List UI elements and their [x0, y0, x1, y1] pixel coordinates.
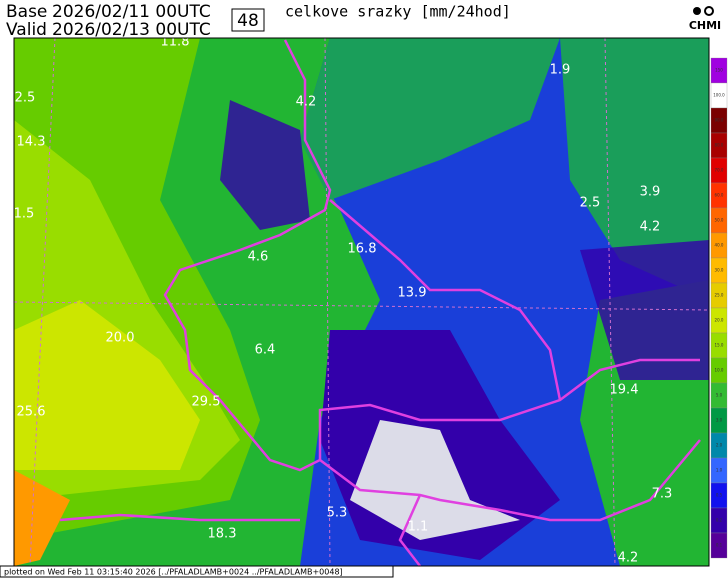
legend-label: 0.1 [716, 543, 723, 548]
rain-area [580, 240, 709, 380]
map-label: 1.5 [14, 207, 35, 222]
footer-box [0, 565, 394, 578]
legend-label: 1.0 [716, 468, 723, 473]
legend-label: 2.0 [716, 443, 723, 448]
map-label: 4.2 [640, 220, 661, 235]
base-time: 2026/02/11 00UTC [52, 2, 211, 22]
rain-area [14, 470, 70, 566]
map-label: 20.0 [106, 331, 135, 346]
map-label: 2.5 [15, 91, 36, 106]
map-labels: 11.8 2.5 14.3 1.5 20.0 25.6 4.2 4.6 16.8 13.9 6.4 2… [14, 35, 673, 566]
title: celkove srazky [mm/24hod] [285, 3, 511, 21]
logo: CHMI [689, 19, 721, 32]
rain-area [560, 38, 709, 300]
valid-time: 2026/02/13 00UTC [52, 20, 211, 40]
legend-label: 50.0 [715, 218, 724, 223]
rain-area [350, 420, 520, 540]
lead-box [231, 8, 265, 32]
legend-label: 25.0 [715, 293, 724, 298]
map-label: 7.3 [652, 487, 673, 502]
rain-area [300, 38, 560, 200]
legend-label: 0.2 [716, 518, 723, 523]
lead-time: 48 [237, 11, 259, 31]
rain-area [220, 100, 310, 230]
map-label: 11.8 [161, 35, 190, 50]
map-label: 19.4 [610, 383, 639, 398]
map-label: 1.1 [408, 520, 429, 535]
map-label: 6.4 [255, 343, 276, 358]
legend-label: 15.0 [715, 343, 724, 348]
legend-label: 5.0 [716, 393, 723, 398]
base-label: Base [6, 2, 47, 22]
rain-area [14, 300, 200, 470]
graticule [13, 37, 710, 567]
map-label: 13.9 [398, 286, 427, 301]
map-label: 29.5 [192, 395, 221, 410]
valid-label: Valid [6, 20, 47, 40]
logo-dot [704, 6, 714, 16]
legend-label: 70.0 [715, 168, 724, 173]
legend-label: 80.0 [715, 143, 724, 148]
map: 11.8 2.5 14.3 1.5 20.0 25.6 4.2 4.6 16.8 13.9 6.4 2… [13, 35, 710, 567]
legend-label: 150 [715, 68, 723, 73]
logo-dot [693, 7, 701, 15]
legend-label: 20.0 [715, 318, 724, 323]
legend-label: 0.5 [716, 493, 723, 498]
legend-label: 30.0 [715, 268, 724, 273]
legend-label: 60.0 [715, 193, 724, 198]
map-label: 14.3 [17, 135, 46, 150]
legend: 150 100.0 90.0 80.0 70.0 60.0 50.0 40.0 30.0 25.0… [710, 57, 728, 559]
map-label: 3.9 [640, 185, 661, 200]
map-label: 4.2 [618, 551, 639, 566]
footer: plotted on Wed Feb 11 03:15:40 2026 [../… [4, 568, 343, 577]
map-label: 2.5 [580, 196, 601, 211]
legend-label: 10.0 [715, 368, 724, 373]
map-label: 25.6 [17, 405, 46, 420]
map-label: 18.3 [208, 527, 237, 542]
legend-label: 3.0 [716, 418, 723, 423]
legend-label: 40.0 [715, 243, 724, 248]
map-label: 5.3 [327, 506, 348, 521]
map-label: 4.2 [296, 95, 317, 110]
map-label: 1.9 [550, 63, 571, 78]
legend-label: 90.0 [715, 118, 724, 123]
border [59, 39, 701, 567]
map-label: 4.6 [248, 250, 269, 265]
legend-label: 100.0 [713, 93, 725, 98]
legend-swatch [710, 532, 728, 559]
map-label: 16.8 [348, 242, 377, 257]
